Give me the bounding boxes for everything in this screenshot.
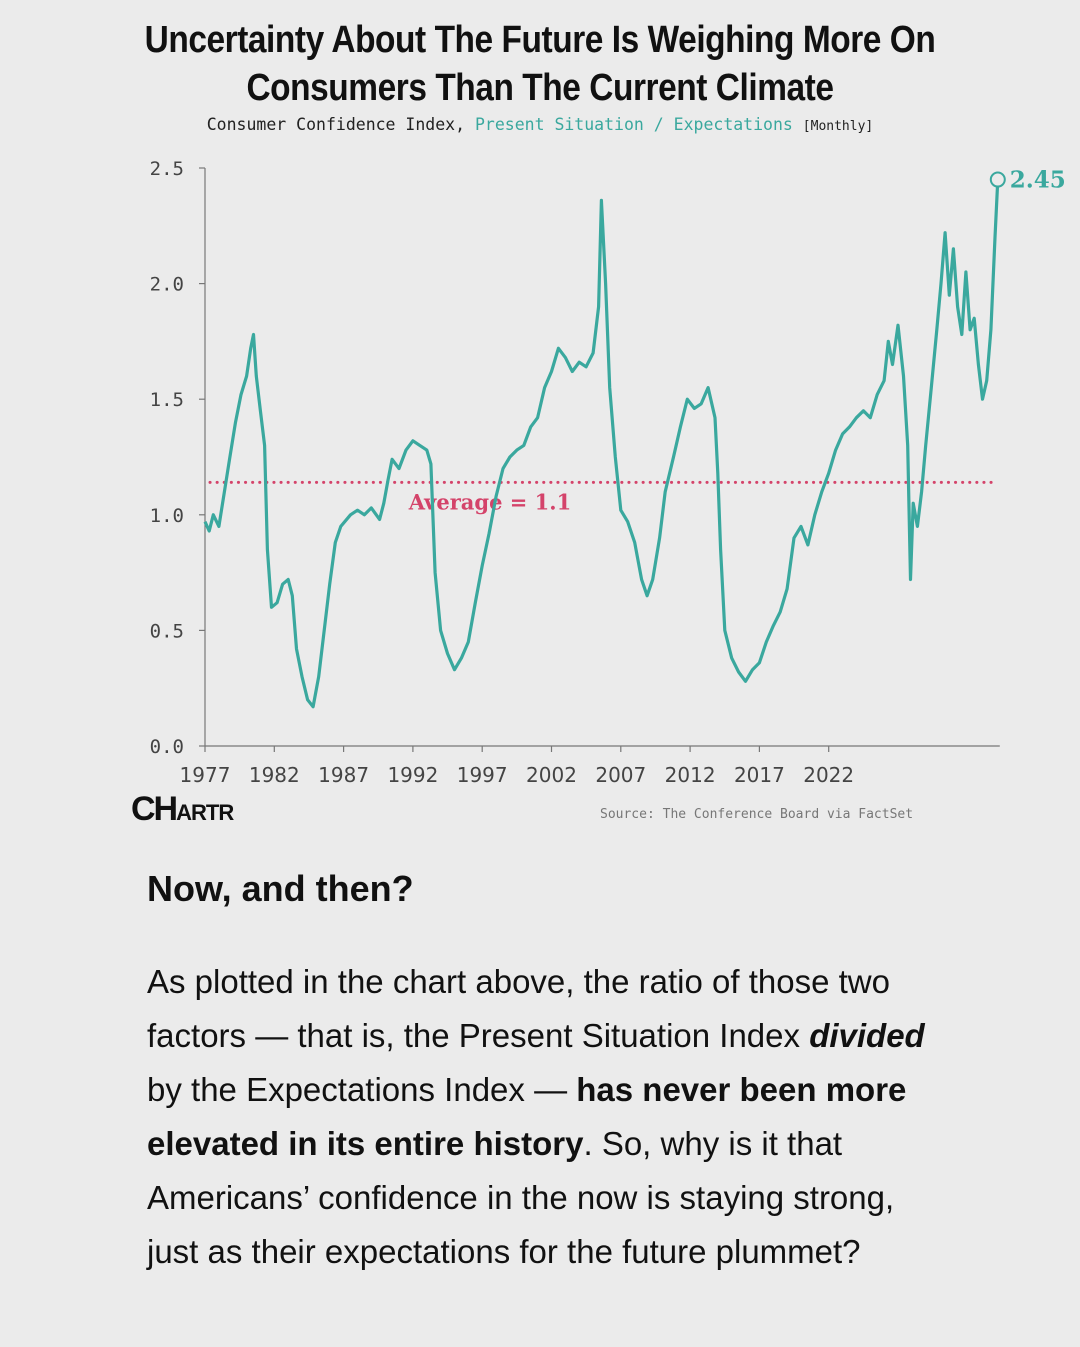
source-note: Source: The Conference Board via FactSet [600, 807, 914, 822]
x-tick-label: 2017 [734, 763, 785, 787]
article-paragraph: As plotted in the chart above, the ratio… [147, 955, 947, 1279]
end-point-marker [989, 171, 1006, 188]
y-tick-label: 1.5 [150, 389, 184, 411]
line-chart: 0.0 0.5 1.0 1.5 2.0 2.5 1977 1982 1987 1992 1997 20… [150, 158, 1066, 787]
y-tick-label: 2.0 [150, 274, 184, 296]
x-tick-label: 2007 [595, 763, 646, 787]
x-tick-label: 1987 [318, 763, 369, 787]
chart-subtitle: Consumer Confidence Index, Present Situa… [0, 115, 1080, 134]
paragraph-emphasis: divided [809, 1017, 925, 1054]
average-label: Average = 1.1 [408, 489, 571, 514]
x-tick-label: 1997 [457, 763, 508, 787]
paragraph-part-1: As plotted in the chart above, the ratio… [147, 963, 890, 1054]
x-tick-label: 2002 [526, 763, 577, 787]
y-tick-label: 0.5 [150, 620, 184, 642]
paragraph-bold: has never been more elevated in its enti… [147, 1071, 907, 1162]
chartr-logo: CHARTR [131, 790, 234, 828]
x-tick-label: 2012 [665, 763, 716, 787]
y-tick-label: 2.5 [150, 158, 184, 180]
x-tick-label: 1977 [180, 763, 231, 787]
y-tick-label: 1.0 [150, 505, 184, 527]
subtitle-frequency: [Monthly] [802, 119, 874, 134]
chart-title: Uncertainty About The Future Is Weighing… [144, 19, 936, 109]
subtitle-series: Present Situation / Expectations [474, 115, 793, 134]
end-value-label: 2.45 [1010, 167, 1066, 194]
x-tick-label: 2022 [803, 763, 854, 787]
series-line [203, 179, 1000, 709]
y-tick-label: 0.0 [150, 736, 184, 758]
x-tick-label: 1992 [387, 763, 438, 787]
article-heading: Now, and then? [147, 868, 414, 909]
x-tick-label: 1982 [249, 763, 300, 787]
paragraph-part-2: by the Expectations Index — [147, 1071, 577, 1108]
paragraph-part-3: . So, why is it that Americans’ confiden… [147, 1125, 895, 1270]
subtitle-prefix: Consumer Confidence Index, [206, 115, 466, 134]
